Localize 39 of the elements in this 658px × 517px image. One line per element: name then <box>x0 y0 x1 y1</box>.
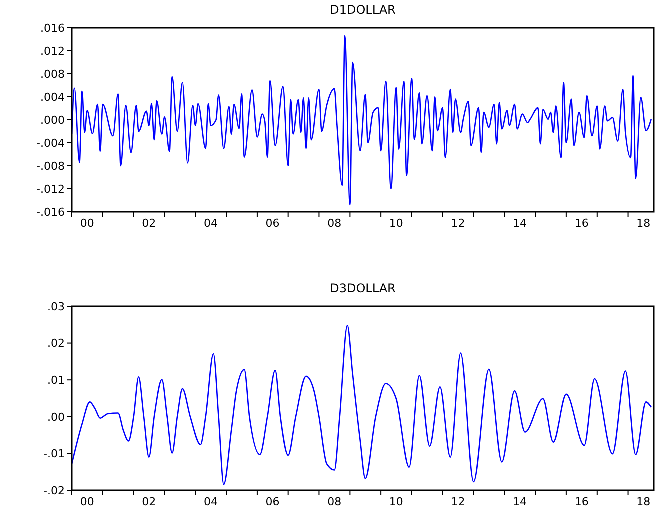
x-tick-label: 14 <box>512 496 527 508</box>
x-tick-label: 12 <box>451 496 466 508</box>
y-tick-label: -.02 <box>44 484 65 498</box>
x-tick-label: 14 <box>512 217 527 230</box>
y-tick-label: -.004 <box>36 136 65 150</box>
line-series <box>71 324 652 486</box>
x-tick-label: 18 <box>636 217 651 230</box>
y-tick-label: .03 <box>48 300 65 314</box>
y-tick-label: .012 <box>40 44 65 58</box>
x-tick-label: 04 <box>204 496 218 508</box>
y-tick-label: .008 <box>40 68 65 81</box>
x-tick-label: 02 <box>142 496 156 508</box>
y-tick-label: -.012 <box>36 182 65 196</box>
x-tick-label: 12 <box>451 217 466 230</box>
y-tick-label: .00 <box>48 410 65 424</box>
y-tick-label: -.01 <box>44 448 65 461</box>
line-series <box>71 35 652 206</box>
chart-title: D1DOLLAR <box>330 3 396 17</box>
x-tick-label: 00 <box>80 496 94 508</box>
x-tick-label: 00 <box>80 217 94 230</box>
x-tick-label: 08 <box>328 496 342 508</box>
y-tick-label: .016 <box>40 22 65 35</box>
x-tick-label: 10 <box>389 217 404 230</box>
x-tick-label: 06 <box>266 217 280 230</box>
y-tick-label: .004 <box>40 90 65 104</box>
y-tick-label: -.008 <box>36 160 65 173</box>
x-tick-label: 18 <box>636 496 651 508</box>
x-tick-label: 08 <box>328 217 342 230</box>
x-tick-label: 06 <box>266 496 280 508</box>
x-tick-label: 10 <box>389 496 404 508</box>
x-tick-label: 02 <box>142 217 156 230</box>
x-tick-label: 04 <box>204 217 218 230</box>
x-tick-label: 16 <box>574 496 589 508</box>
x-tick-label: 16 <box>574 217 589 230</box>
y-tick-label: .02 <box>48 337 65 350</box>
y-tick-label: -.016 <box>36 206 65 219</box>
y-tick-label: .01 <box>48 374 65 387</box>
y-tick-label: .000 <box>40 114 65 127</box>
chart-title: D3DOLLAR <box>330 282 396 296</box>
